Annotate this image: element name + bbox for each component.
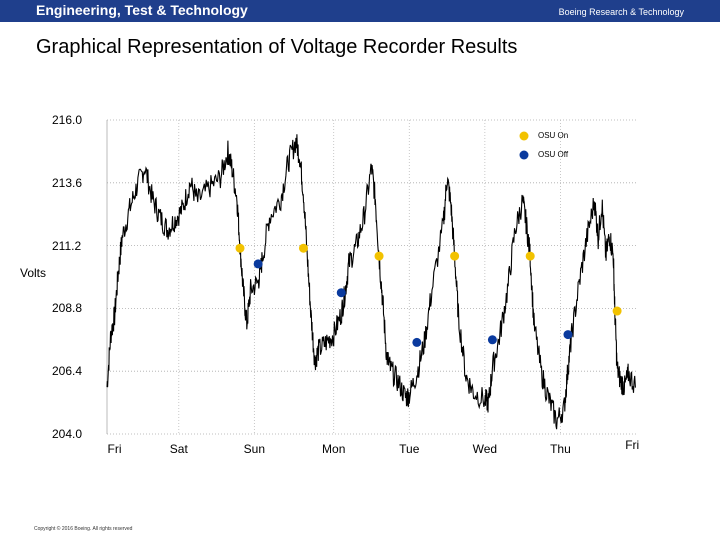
osu-on-point [525, 251, 535, 261]
osu-off-point [412, 337, 422, 347]
y-axis-label: Volts [20, 266, 47, 280]
copyright-notice: Copyright © 2016 Boeing. All rights rese… [34, 526, 133, 532]
y-tick-label: 211.2 [52, 238, 82, 253]
osu-on-point [612, 306, 622, 316]
x-tick-label: Wed [472, 442, 498, 456]
osu-off-point [336, 288, 346, 298]
brand-title: Engineering, Test & Technology [36, 2, 248, 18]
osu-on-point [235, 243, 245, 253]
legend-label: OSU On [538, 131, 569, 140]
y-tick-label: 216.0 [52, 113, 83, 127]
x-tick-label: Tue [399, 442, 420, 456]
legend-label: OSU Off [538, 150, 569, 159]
x-tick-label: Sat [169, 442, 188, 456]
osu-off-point [253, 259, 263, 269]
x-tick-label: Fri [625, 438, 640, 452]
x-tick-label: Mon [322, 442, 346, 456]
y-tick-label: 206.4 [52, 364, 83, 379]
y-tick-label: 213.6 [52, 175, 83, 190]
x-tick-label: Thu [550, 442, 571, 456]
y-tick-label: 208.8 [52, 301, 83, 316]
x-tick-label: Fri [107, 442, 122, 456]
voltage-trace [106, 134, 636, 430]
legend-osu-off-marker [519, 150, 529, 160]
legend-osu-on-marker [519, 131, 529, 141]
page-title: Graphical Representation of Voltage Reco… [36, 36, 518, 58]
osu-on-point [374, 251, 384, 261]
x-tick-label: Sun [243, 442, 266, 456]
header-bar: Engineering, Test & Technology Boeing Re… [0, 0, 720, 22]
osu-on-point [450, 251, 460, 261]
osu-on-point [298, 243, 308, 253]
osu-off-point [487, 335, 497, 345]
osu-off-point [563, 330, 573, 340]
y-tick-label: 204.0 [52, 427, 83, 441]
unit-name: Boeing Research & Technology [558, 7, 684, 17]
